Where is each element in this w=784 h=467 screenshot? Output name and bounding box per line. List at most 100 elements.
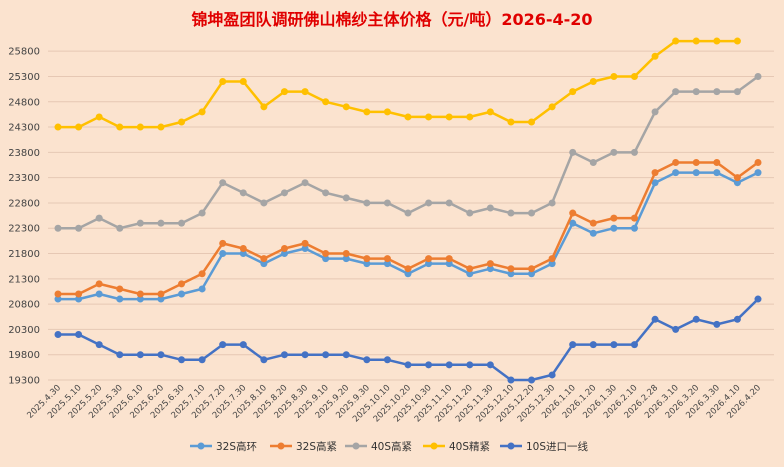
data-point — [610, 224, 618, 232]
data-point — [528, 265, 536, 273]
data-point — [116, 351, 124, 359]
data-point — [219, 341, 227, 349]
data-point — [75, 295, 83, 303]
data-point — [198, 356, 206, 364]
data-point — [651, 169, 659, 177]
legend-item: 32S高环 — [190, 440, 257, 453]
data-point — [713, 320, 721, 328]
data-point — [95, 113, 103, 121]
y-tick-label: 25300 — [8, 72, 40, 83]
data-point — [733, 88, 741, 96]
data-point — [445, 199, 453, 207]
data-point — [692, 158, 700, 166]
data-point — [754, 158, 762, 166]
series-0 — [54, 169, 762, 303]
data-point — [486, 204, 494, 212]
legend-label: 32S高紧 — [296, 440, 337, 453]
data-point — [239, 244, 247, 252]
data-point — [260, 356, 268, 364]
data-point — [178, 356, 186, 364]
data-point — [239, 250, 247, 258]
data-point — [672, 37, 680, 45]
data-point — [630, 72, 638, 80]
legend-label: 10S进口一线 — [526, 440, 589, 453]
data-point — [178, 219, 186, 227]
data-point — [713, 158, 721, 166]
data-point — [75, 123, 83, 131]
data-point — [239, 189, 247, 197]
data-point — [425, 361, 433, 369]
data-point — [589, 158, 597, 166]
data-point — [116, 285, 124, 293]
data-point — [507, 376, 515, 384]
data-point — [54, 224, 62, 232]
legend-item: 32S高紧 — [270, 440, 337, 453]
data-point — [754, 72, 762, 80]
data-point — [425, 113, 433, 121]
data-point — [219, 78, 227, 86]
data-point — [116, 224, 124, 232]
data-point — [198, 270, 206, 278]
data-point — [301, 351, 309, 359]
data-point — [466, 113, 474, 121]
data-point — [178, 290, 186, 298]
y-tick-label: 25800 — [8, 47, 40, 58]
data-point — [404, 270, 412, 278]
data-point — [692, 315, 700, 323]
data-point — [651, 52, 659, 60]
y-tick-label: 19300 — [8, 376, 40, 387]
legend-label: 40S精紧 — [449, 440, 490, 453]
data-point — [260, 199, 268, 207]
data-point — [404, 113, 412, 121]
y-tick-label: 20300 — [8, 325, 40, 336]
data-point — [445, 255, 453, 263]
data-point — [672, 158, 680, 166]
data-point — [136, 290, 144, 298]
data-point — [198, 285, 206, 293]
data-point — [589, 341, 597, 349]
legend-item: 10S进口一线 — [500, 440, 589, 453]
data-point — [486, 265, 494, 273]
data-point — [425, 199, 433, 207]
data-point — [54, 330, 62, 338]
data-point — [136, 219, 144, 227]
data-point — [672, 325, 680, 333]
data-point — [548, 260, 556, 268]
data-point — [136, 295, 144, 303]
data-point — [342, 250, 350, 258]
data-point — [466, 361, 474, 369]
data-point — [219, 250, 227, 258]
data-point — [507, 270, 515, 278]
data-point — [569, 88, 577, 96]
data-point — [260, 103, 268, 111]
data-point — [548, 371, 556, 379]
data-point — [507, 265, 515, 273]
data-point — [445, 361, 453, 369]
data-point — [136, 123, 144, 131]
y-tick-label: 24800 — [8, 97, 40, 108]
y-tick-label: 19800 — [8, 350, 40, 361]
series-2 — [54, 72, 762, 232]
data-point — [95, 280, 103, 288]
series-4 — [54, 295, 762, 384]
data-point — [239, 341, 247, 349]
data-point — [713, 169, 721, 177]
data-point — [486, 260, 494, 268]
data-point — [630, 341, 638, 349]
data-point — [342, 351, 350, 359]
series-3 — [54, 37, 741, 131]
data-point — [507, 118, 515, 126]
data-point — [363, 199, 371, 207]
legend-marker — [430, 442, 438, 450]
data-point — [198, 108, 206, 116]
data-point — [280, 250, 288, 258]
data-point — [342, 103, 350, 111]
data-point — [548, 199, 556, 207]
data-point — [178, 280, 186, 288]
data-point — [754, 295, 762, 303]
data-point — [528, 209, 536, 217]
data-point — [301, 88, 309, 96]
data-point — [733, 37, 741, 45]
data-point — [322, 351, 330, 359]
